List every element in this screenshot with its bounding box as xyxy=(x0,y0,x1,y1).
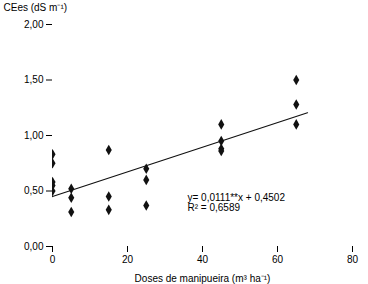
svg-text:CEes (dS m⁻¹): CEes (dS m⁻¹) xyxy=(4,2,68,13)
svg-text:y= 0,0111**x + 0,4502R² = 0,65: y= 0,0111**x + 0,4502R² = 0,6589 xyxy=(188,192,286,213)
svg-text:20: 20 xyxy=(122,254,134,265)
svg-text:0,00: 0,00 xyxy=(24,241,44,252)
svg-text:40: 40 xyxy=(197,254,209,265)
svg-text:1,00: 1,00 xyxy=(24,130,44,141)
svg-text:0: 0 xyxy=(50,254,56,265)
svg-text:60: 60 xyxy=(272,254,284,265)
svg-text:1,50: 1,50 xyxy=(24,74,44,85)
svg-text:80: 80 xyxy=(347,254,359,265)
svg-text:Doses de manipueira (m³ ha⁻¹): Doses de manipueira (m³ ha⁻¹) xyxy=(135,273,271,284)
svg-text:0,50: 0,50 xyxy=(24,185,44,196)
svg-text:2,00: 2,00 xyxy=(24,19,44,30)
